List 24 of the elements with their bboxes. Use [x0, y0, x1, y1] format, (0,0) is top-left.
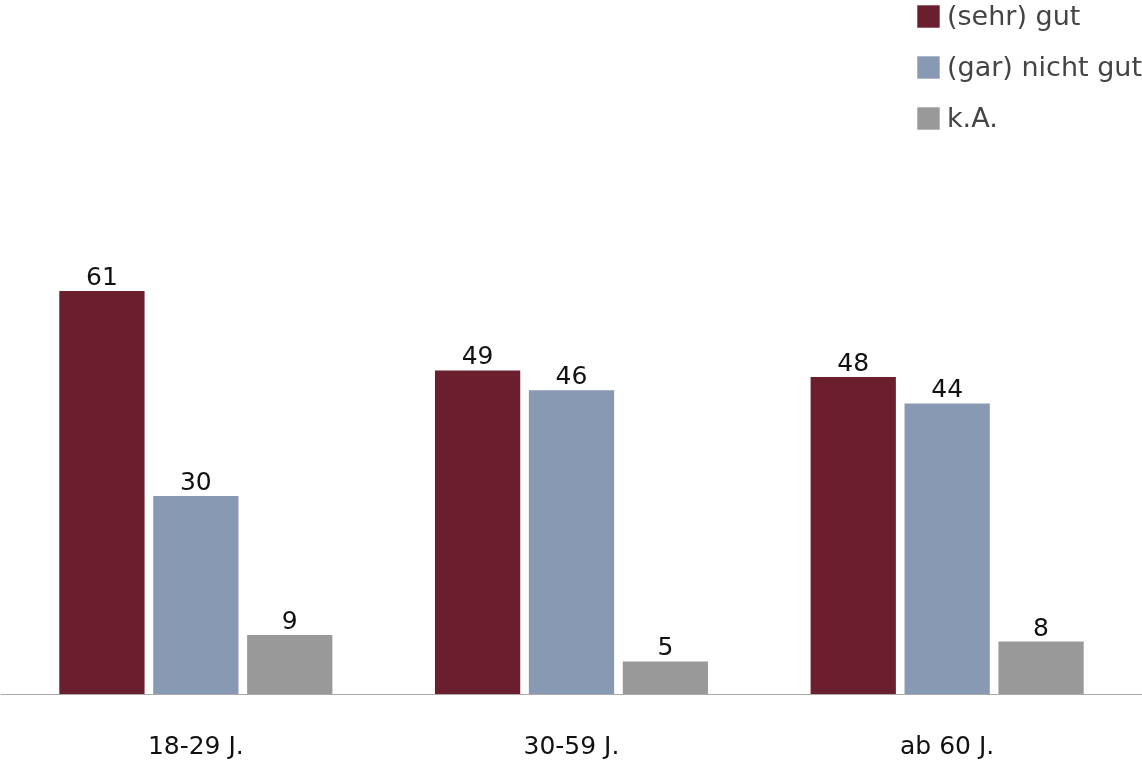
bar	[528, 390, 615, 695]
x-tick-label: 30-59 J.	[523, 730, 620, 760]
legend-label: (gar) nicht gut	[946, 51, 1142, 82]
bar	[904, 403, 990, 695]
data-label: 61	[86, 262, 118, 292]
data-label: 46	[555, 361, 588, 391]
bar	[810, 377, 896, 695]
data-label: 30	[179, 467, 212, 497]
legend-label: (sehr) gut	[946, 0, 1081, 31]
x-tick-label: 18-29 J.	[147, 730, 244, 760]
x-tick-label: ab 60 J.	[900, 730, 995, 760]
bar	[434, 370, 521, 695]
bar	[622, 661, 709, 695]
data-label: 49	[461, 341, 494, 371]
data-label: 8	[1033, 612, 1050, 642]
bar	[247, 634, 333, 695]
bar	[59, 291, 145, 695]
data-label: 48	[837, 348, 870, 377]
data-label: 44	[931, 374, 964, 404]
data-label: 9	[281, 605, 298, 635]
bar	[153, 496, 239, 695]
data-label: 5	[657, 632, 674, 662]
bar	[998, 641, 1084, 695]
legend-label: k.A.	[946, 102, 998, 133]
